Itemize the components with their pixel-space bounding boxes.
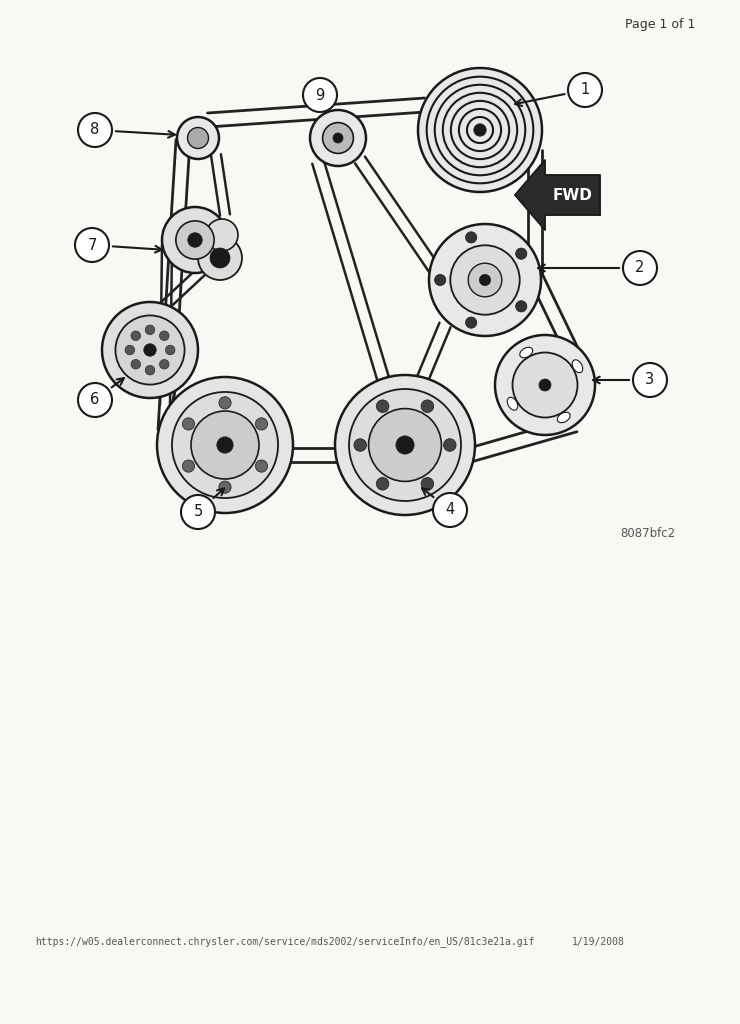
Circle shape: [182, 418, 195, 430]
Circle shape: [131, 359, 141, 369]
Polygon shape: [515, 160, 600, 230]
Circle shape: [187, 128, 209, 148]
Circle shape: [206, 219, 238, 251]
Text: Page 1 of 1: Page 1 of 1: [625, 18, 695, 31]
Circle shape: [433, 493, 467, 527]
Circle shape: [333, 133, 343, 143]
Circle shape: [172, 392, 278, 498]
Text: https://w05.dealerconnect.chrysler.com/service/mds2002/serviceInfo/en_US/81c3e21: https://w05.dealerconnect.chrysler.com/s…: [35, 937, 534, 947]
Circle shape: [513, 352, 577, 418]
Circle shape: [303, 78, 337, 112]
Text: 7: 7: [87, 238, 97, 253]
Circle shape: [255, 460, 268, 472]
Ellipse shape: [557, 413, 571, 423]
Circle shape: [418, 68, 542, 193]
Text: 1: 1: [580, 83, 590, 97]
Circle shape: [102, 302, 198, 398]
Circle shape: [335, 375, 475, 515]
Circle shape: [568, 73, 602, 106]
Circle shape: [369, 409, 441, 481]
Circle shape: [188, 232, 202, 247]
Circle shape: [144, 344, 156, 356]
Text: 5: 5: [193, 505, 203, 519]
Text: FWD: FWD: [553, 187, 593, 203]
Circle shape: [323, 123, 354, 154]
Circle shape: [78, 113, 112, 147]
Circle shape: [159, 331, 169, 341]
Circle shape: [480, 274, 491, 286]
Text: 1/19/2008: 1/19/2008: [572, 937, 625, 947]
Text: 3: 3: [645, 373, 655, 387]
Circle shape: [377, 477, 389, 490]
Ellipse shape: [508, 397, 518, 411]
Circle shape: [516, 301, 527, 312]
Circle shape: [181, 495, 215, 529]
Ellipse shape: [572, 359, 582, 373]
Circle shape: [162, 207, 228, 273]
Text: 4: 4: [445, 503, 454, 517]
Circle shape: [377, 400, 389, 413]
Circle shape: [131, 331, 141, 341]
Circle shape: [255, 418, 268, 430]
Circle shape: [539, 379, 551, 391]
Circle shape: [421, 477, 434, 490]
Circle shape: [465, 317, 477, 329]
Circle shape: [310, 110, 366, 166]
Text: 8: 8: [90, 123, 100, 137]
Text: 2: 2: [636, 260, 645, 275]
Circle shape: [516, 248, 527, 259]
Circle shape: [421, 400, 434, 413]
Circle shape: [465, 231, 477, 243]
Circle shape: [145, 366, 155, 375]
Circle shape: [623, 251, 657, 285]
Circle shape: [159, 359, 169, 369]
Circle shape: [217, 437, 233, 454]
Circle shape: [219, 396, 231, 409]
Circle shape: [219, 481, 231, 494]
Text: 8087bfc2: 8087bfc2: [620, 527, 675, 540]
Circle shape: [468, 263, 502, 297]
Circle shape: [198, 236, 242, 280]
Text: 9: 9: [315, 87, 325, 102]
Circle shape: [125, 345, 135, 354]
Circle shape: [75, 228, 109, 262]
Circle shape: [191, 411, 259, 479]
Text: 6: 6: [90, 392, 100, 408]
Circle shape: [434, 274, 445, 286]
Circle shape: [210, 248, 230, 268]
Circle shape: [177, 117, 219, 159]
Circle shape: [429, 224, 541, 336]
Circle shape: [157, 377, 293, 513]
Circle shape: [633, 362, 667, 397]
Circle shape: [495, 335, 595, 435]
Circle shape: [176, 221, 214, 259]
Circle shape: [443, 438, 456, 452]
Circle shape: [182, 460, 195, 472]
Circle shape: [78, 383, 112, 417]
Circle shape: [349, 389, 461, 501]
Ellipse shape: [519, 347, 533, 357]
Circle shape: [354, 438, 366, 452]
Circle shape: [165, 345, 175, 354]
Circle shape: [115, 315, 184, 385]
Circle shape: [396, 436, 414, 454]
Circle shape: [474, 124, 486, 136]
Circle shape: [145, 325, 155, 335]
Circle shape: [450, 246, 519, 314]
